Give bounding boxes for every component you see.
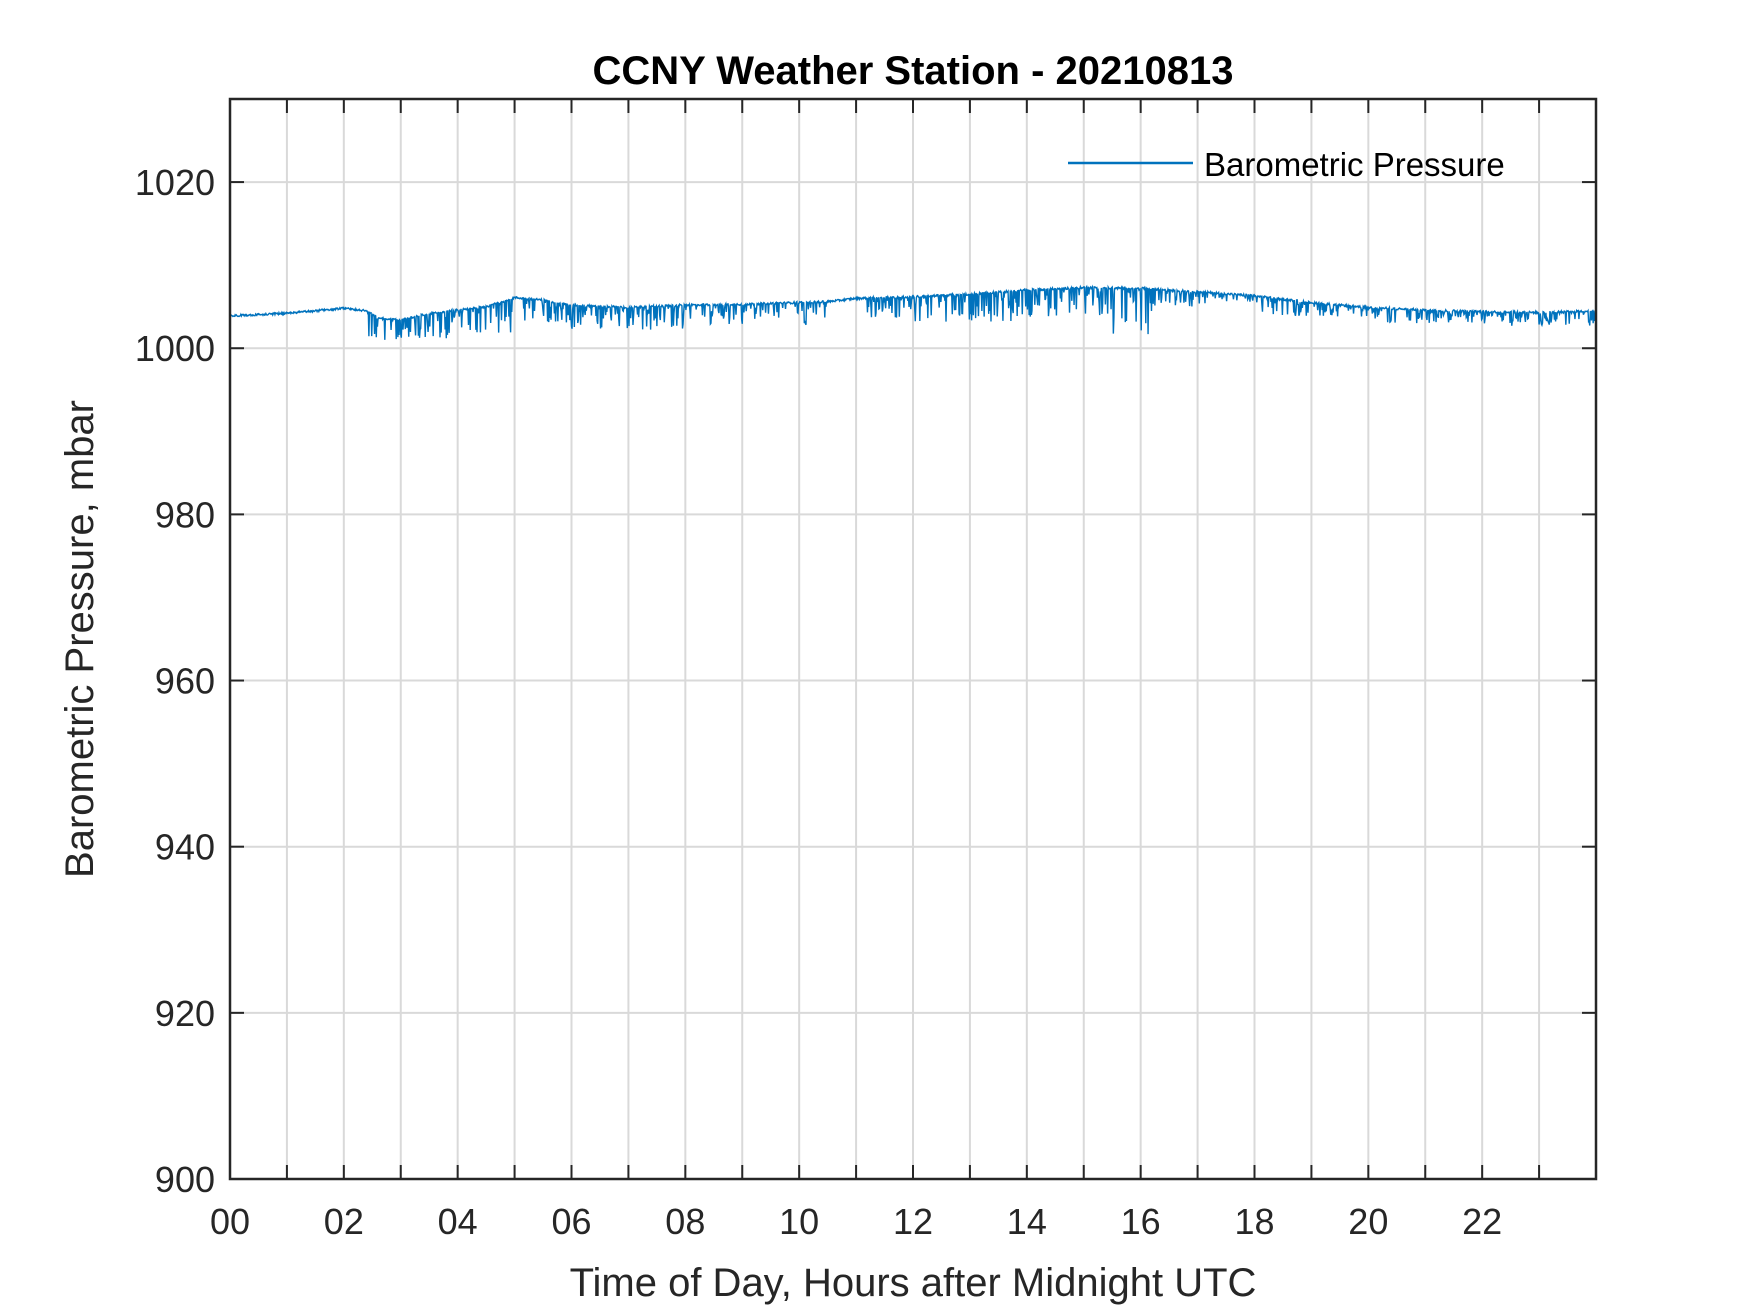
barometric-pressure-line [229, 284, 1597, 340]
x-tick-label: 22 [1462, 1201, 1502, 1242]
x-tick-label: 02 [324, 1201, 364, 1242]
y-tick-label: 1000 [135, 328, 215, 369]
x-tick-label: 14 [1007, 1201, 1047, 1242]
x-tick-label: 00 [210, 1201, 250, 1242]
x-tick-label: 16 [1121, 1201, 1161, 1242]
tick-marks [229, 99, 1596, 1180]
legend[interactable]: Barometric Pressure [1068, 146, 1505, 183]
series-barometric-pressure [229, 284, 1597, 340]
x-tick-label: 04 [438, 1201, 478, 1242]
x-tick-label: 06 [551, 1201, 591, 1242]
x-tick-label: 18 [1234, 1201, 1274, 1242]
x-tick-label: 08 [665, 1201, 705, 1242]
x-axis-label: Time of Day, Hours after Midnight UTC [570, 1261, 1257, 1305]
x-tick-label: 10 [779, 1201, 819, 1242]
chart-title: CCNY Weather Station - 20210813 [593, 49, 1234, 93]
y-tick-label: 1020 [135, 162, 215, 203]
x-tick-labels: 00 02 04 06 08 10 12 14 16 18 20 22 [210, 1201, 1502, 1242]
y-tick-label: 940 [155, 827, 215, 868]
grid-lines [230, 99, 1596, 1179]
x-tick-label: 12 [893, 1201, 933, 1242]
y-tick-label: 920 [155, 993, 215, 1034]
y-tick-label: 900 [155, 1159, 215, 1200]
y-axis-label: Barometric Pressure, mbar [58, 400, 102, 878]
legend-label: Barometric Pressure [1204, 146, 1505, 183]
x-tick-label: 20 [1348, 1201, 1388, 1242]
y-tick-label: 980 [155, 494, 215, 535]
y-tick-label: 960 [155, 661, 215, 702]
y-tick-labels: 900 920 940 960 980 1000 1020 [135, 162, 215, 1200]
